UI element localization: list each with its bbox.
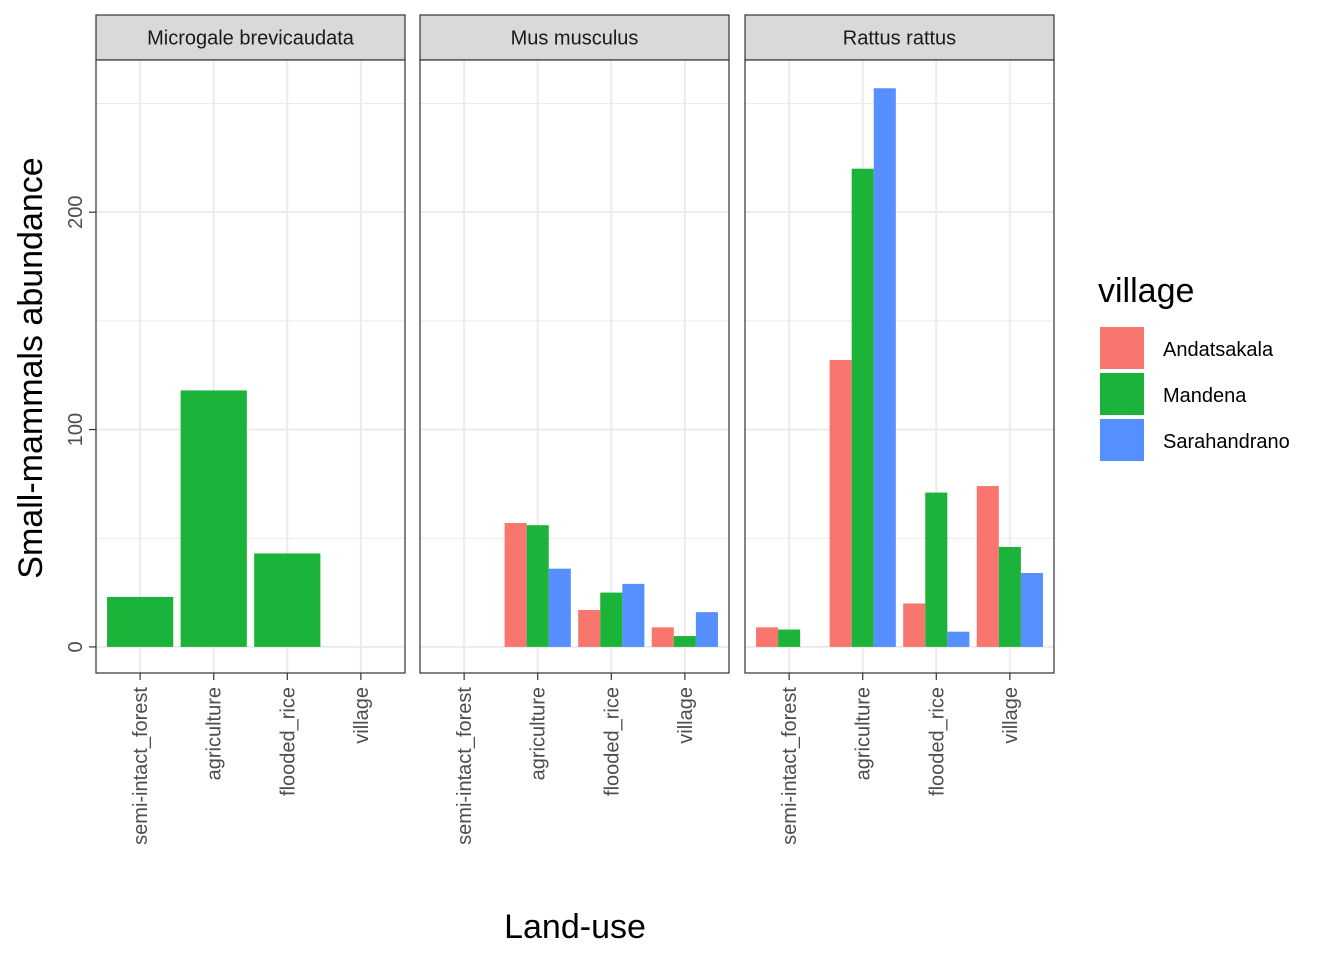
bar-mandena-village (673, 636, 696, 647)
x-tick-label: semi-intact_forest (454, 687, 476, 845)
facet-strip-label: Rattus rattus (843, 28, 956, 50)
panels-layer: Microgale brevicaudata semi-intact_forest… (95, 14, 1055, 845)
legend-key (1100, 327, 1144, 369)
bar-mandena-flooded-rice (600, 592, 623, 647)
bar-andatsakala-flooded-rice (903, 603, 926, 647)
x-tick-label: flooded_rice (926, 687, 948, 796)
legend: village Andatsakala Mandena Sarahandrano (1098, 272, 1290, 461)
bar-andatsakala-village (651, 627, 674, 647)
bar-mandena-agriculture (526, 525, 549, 647)
facet-strip-label: Mus musculus (511, 28, 639, 50)
y-tick-label: 0 (65, 641, 87, 652)
x-tick-label: agriculture (853, 687, 875, 780)
x-tick-label: flooded_rice (277, 687, 299, 796)
legend-entry-andatsakala: Andatsakala (1100, 327, 1274, 369)
panel-microgale-brevicaudata: Microgale brevicaudata semi-intact_forest… (95, 14, 406, 845)
panel-border (419, 59, 730, 674)
legend-title: village (1098, 272, 1194, 310)
panel-rattus-rattus: Rattus rattus semi-intact_forest agricultu… (744, 14, 1055, 845)
x-tick-label: village (351, 687, 373, 744)
bar-andatsakala-flooded-rice (578, 609, 601, 647)
bar-andatsakala-semi-intact-forest (756, 627, 779, 647)
bar-andatsakala-village (976, 486, 999, 647)
panel-border (744, 59, 1055, 674)
y-axis: 0 100 200 (65, 195, 96, 652)
bar-sarahandrano-village (695, 612, 718, 647)
bar-mandena-flooded-rice (254, 553, 321, 647)
bar-sarahandrano-flooded-rice (622, 583, 645, 647)
legend-label: Andatsakala (1163, 339, 1274, 361)
bar-sarahandrano-flooded-rice (947, 631, 970, 647)
facet-strip (95, 14, 406, 61)
panel-mus-musculus: Mus musculus semi-intact_forest agricultur… (419, 14, 730, 845)
x-axis-title: Land-use (504, 908, 646, 946)
bar-andatsakala-agriculture (504, 523, 527, 647)
x-tick-label: semi-intact_forest (130, 687, 152, 845)
facet-strip (744, 14, 1055, 61)
legend-key (1100, 373, 1144, 415)
bar-sarahandrano-agriculture (548, 568, 571, 647)
x-tick-label: agriculture (204, 687, 226, 780)
bar-sarahandrano-village (1020, 573, 1043, 647)
bar-mandena-village (998, 546, 1021, 647)
x-tick-label: semi-intact_forest (779, 687, 801, 845)
panel-background (96, 60, 405, 673)
legend-entry-mandena: Mandena (1100, 373, 1247, 415)
facet-strip (419, 14, 730, 61)
x-tick-label: agriculture (528, 687, 550, 780)
y-tick-label: 100 (65, 413, 87, 446)
legend-label: Sarahandrano (1163, 431, 1290, 453)
legend-entry-sarahandrano: Sarahandrano (1100, 419, 1290, 461)
x-tick-label: village (675, 687, 697, 744)
bar-sarahandrano-agriculture (873, 88, 896, 647)
legend-label: Mandena (1163, 385, 1247, 407)
x-tick-label: village (1000, 687, 1022, 744)
x-tick-label: flooded_rice (601, 687, 623, 796)
bar-mandena-semi-intact-forest (107, 596, 174, 647)
bar-mandena-semi-intact-forest (778, 629, 801, 647)
y-axis-title: Small-mammals abundance (12, 157, 50, 578)
y-tick-label: 200 (65, 195, 87, 228)
legend-key (1100, 419, 1144, 461)
bar-mandena-agriculture (180, 390, 247, 647)
bar-mandena-flooded-rice (925, 492, 948, 647)
panel-border (95, 59, 406, 674)
bar-mandena-agriculture (851, 168, 874, 647)
facet-strip-label: Microgale brevicaudata (147, 28, 355, 50)
bar-andatsakala-agriculture (829, 359, 852, 647)
panel-background (420, 60, 729, 673)
